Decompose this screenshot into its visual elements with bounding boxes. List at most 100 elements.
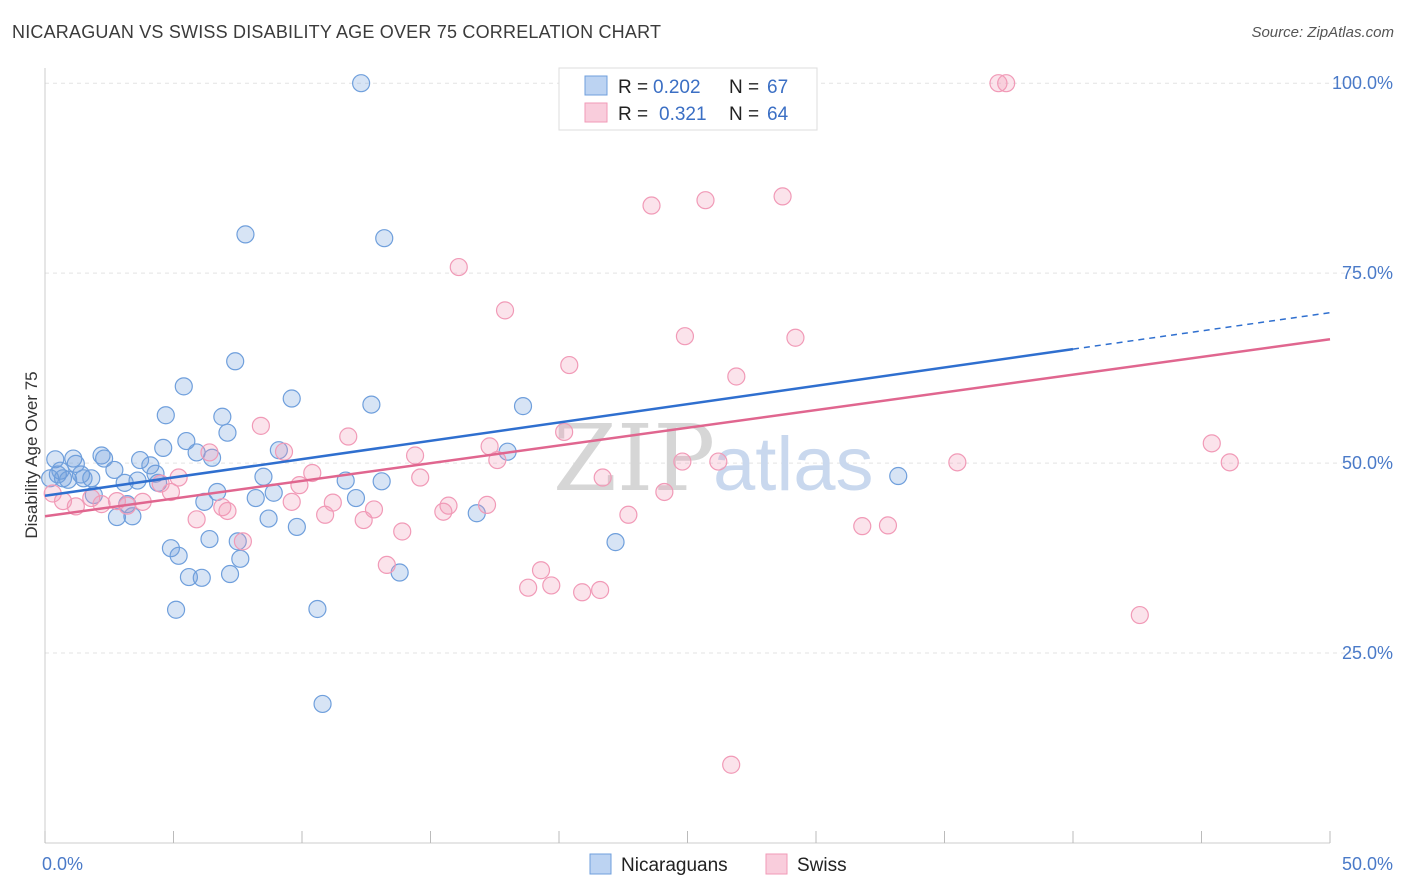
nicaraguans-point-26 xyxy=(161,539,181,558)
legend-swatch-swiss xyxy=(584,102,608,123)
swiss-point-61 xyxy=(1202,434,1221,453)
bottom-legend-nicaraguans: Nicaraguans xyxy=(621,855,728,876)
nicaraguans-point-12 xyxy=(92,446,111,465)
nicaraguans-point-55 xyxy=(346,488,366,508)
legend-n-label-1: N = xyxy=(729,77,759,98)
nicaraguans-point-25 xyxy=(156,406,175,425)
swiss-point-45 xyxy=(642,196,661,215)
x-tick-label-0: 0.0% xyxy=(42,854,83,874)
swiss-point-57 xyxy=(948,453,967,472)
swiss-point-15 xyxy=(233,532,252,551)
swiss-point-40 xyxy=(560,355,579,375)
swiss-point-25 xyxy=(364,500,384,519)
nicaraguans-point-35 xyxy=(200,529,219,549)
nicaraguans-point-39 xyxy=(218,423,237,442)
trend-lines xyxy=(44,311,1331,518)
nicaraguans-point-7 xyxy=(66,454,85,473)
swiss-point-32 xyxy=(449,257,468,277)
nicaraguans-point-14 xyxy=(105,460,124,480)
swiss-point-18 xyxy=(282,492,301,511)
swiss-point-53 xyxy=(773,187,792,206)
swiss-point-17 xyxy=(274,442,294,461)
swiss-point-49 xyxy=(696,191,715,210)
watermark-atlas: atlas xyxy=(713,422,874,507)
nicaraguans-point-15 xyxy=(107,507,127,527)
swiss-point-52 xyxy=(727,367,746,386)
trend-line-swiss xyxy=(44,338,1331,518)
x-tick-label-1: 50.0% xyxy=(1342,854,1393,874)
series-nicaraguans-points xyxy=(41,74,908,714)
swiss-point-39 xyxy=(555,422,574,442)
swiss-point-14 xyxy=(218,501,237,521)
legend-swatch-nicaraguans xyxy=(584,75,608,96)
nicaraguans-point-1 xyxy=(46,450,65,469)
nicaraguans-point-63 xyxy=(513,397,533,416)
swiss-point-47 xyxy=(673,452,692,471)
nicaraguans-point-51 xyxy=(287,517,306,537)
nicaraguans-point-31 xyxy=(179,567,199,587)
swiss-point-22 xyxy=(323,493,342,512)
watermark: ZIP atlas xyxy=(553,405,874,512)
axes xyxy=(44,68,1331,844)
nicaraguans-point-45 xyxy=(246,488,265,508)
nicaraguans-point-58 xyxy=(372,472,391,491)
swiss-point-42 xyxy=(591,580,610,600)
watermark-zip: ZIP xyxy=(553,405,715,512)
legend-r-value-2: 0.321 xyxy=(659,104,707,125)
legend-n-label-2: N = xyxy=(729,104,759,125)
nicaraguans-point-59 xyxy=(375,229,394,248)
swiss-point-46 xyxy=(655,482,674,502)
nicaraguans-point-66 xyxy=(889,466,908,486)
nicaraguans-point-42 xyxy=(228,532,247,551)
swiss-point-63 xyxy=(477,495,497,514)
y-tick-label-3: 25.0% xyxy=(1342,643,1393,663)
swiss-point-59 xyxy=(997,74,1016,93)
nicaraguans-point-46 xyxy=(254,467,273,486)
nicaraguans-point-44 xyxy=(236,225,255,244)
swiss-point-36 xyxy=(519,578,538,597)
legend-n-value-1: 67 xyxy=(767,77,788,98)
swiss-point-56 xyxy=(878,516,898,535)
nicaraguans-point-38 xyxy=(213,407,232,426)
nicaraguans-point-56 xyxy=(352,74,371,93)
swiss-point-12 xyxy=(200,443,219,462)
nicaraguans-point-20 xyxy=(130,450,150,470)
nicaraguans-point-64 xyxy=(606,533,625,552)
swiss-point-55 xyxy=(853,517,872,536)
nicaraguans-point-33 xyxy=(192,568,211,587)
legend-r-value-1: 0.202 xyxy=(653,77,701,98)
bottom-legend-swatch-swiss xyxy=(765,853,788,875)
nicaraguans-point-11 xyxy=(84,485,103,505)
nicaraguans-point-10 xyxy=(82,469,101,488)
chart-title: NICARAGUAN VS SWISS DISABILITY AGE OVER … xyxy=(12,22,662,42)
y-tick-label-2: 50.0% xyxy=(1342,453,1393,473)
y-tick-label-1: 75.0% xyxy=(1342,263,1393,283)
swiss-point-60 xyxy=(1130,605,1149,625)
swiss-point-51 xyxy=(722,755,741,774)
series-swiss-points xyxy=(43,74,1239,774)
nicaraguans-point-30 xyxy=(177,431,196,451)
swiss-point-31 xyxy=(439,496,458,515)
bottom-legend-swiss: Swiss xyxy=(797,855,847,876)
swiss-point-16 xyxy=(251,416,270,435)
nicaraguans-point-24 xyxy=(154,438,173,458)
nicaraguans-point-52 xyxy=(308,599,327,619)
swiss-point-37 xyxy=(531,561,551,580)
swiss-point-29 xyxy=(411,468,430,487)
swiss-point-20 xyxy=(303,463,322,483)
swiss-point-35 xyxy=(495,301,515,320)
bottom-legend-swatch-nicaraguans xyxy=(589,853,612,875)
swiss-point-11 xyxy=(187,510,206,529)
bottom-legend: Nicaraguans Swiss xyxy=(589,853,847,876)
y-tick-label-0: 100.0% xyxy=(1332,73,1393,93)
swiss-point-23 xyxy=(339,427,358,446)
swiss-point-9 xyxy=(161,482,181,502)
swiss-point-50 xyxy=(709,452,728,471)
nicaraguans-point-53 xyxy=(313,694,332,714)
swiss-point-27 xyxy=(393,522,412,541)
legend-n-value-2: 64 xyxy=(767,104,789,125)
swiss-point-62 xyxy=(1220,453,1239,472)
nicaraguans-point-27 xyxy=(166,600,186,619)
y-axis-label: Disability Age Over 75 xyxy=(22,371,41,538)
